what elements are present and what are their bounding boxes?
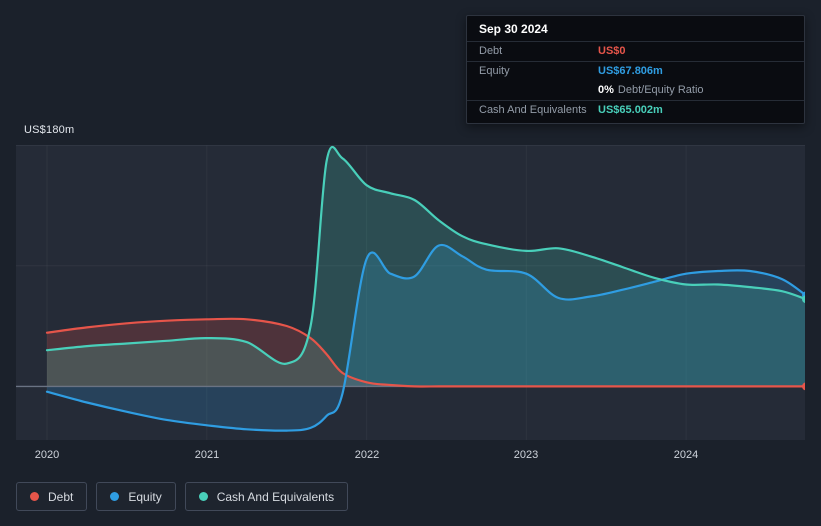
legend-item-cash[interactable]: Cash And Equivalents xyxy=(184,482,349,511)
legend: Debt Equity Cash And Equivalents xyxy=(16,482,349,511)
tooltip: Sep 30 2024 Debt US$0 Equity US$67.806m … xyxy=(466,15,805,124)
cash-area xyxy=(47,146,805,387)
x-axis-label-2020: 2020 xyxy=(34,449,60,461)
tooltip-debt-label: Debt xyxy=(479,45,503,57)
legend-item-equity[interactable]: Equity xyxy=(96,482,176,511)
legend-label-cash: Cash And Equivalents xyxy=(216,489,335,504)
x-axis-label-2023: 2023 xyxy=(513,449,539,461)
y-axis-label-180m: US$180m xyxy=(24,124,75,136)
legend-item-debt[interactable]: Debt xyxy=(16,482,88,511)
debt-line xyxy=(45,317,805,388)
equity-line xyxy=(45,243,805,432)
tooltip-ratio-label: Debt/Equity Ratio xyxy=(617,84,704,96)
debt-end-marker xyxy=(802,382,805,391)
x-axis: 2020 2021 2022 2023 2024 xyxy=(16,449,805,463)
tooltip-row-debt: Debt US$0 xyxy=(467,42,804,61)
tooltip-debt-value: US$0 xyxy=(598,45,626,57)
tooltip-row-equity: Equity US$67.806m xyxy=(467,61,804,81)
equity-area xyxy=(47,244,805,431)
cash-series-dot xyxy=(198,492,208,501)
chart-canvas xyxy=(16,145,805,440)
tooltip-row-ratio: 0% Debt/Equity Ratio xyxy=(467,81,804,100)
cash-line xyxy=(45,145,805,365)
plot-area[interactable] xyxy=(16,145,805,440)
x-axis-label-2021: 2021 xyxy=(194,449,220,461)
tooltip-cash-value: US$65.002m xyxy=(598,104,663,116)
tooltip-date: Sep 30 2024 xyxy=(467,16,804,42)
tooltip-ratio: 0% Debt/Equity Ratio xyxy=(598,83,792,98)
x-axis-label-2024: 2024 xyxy=(673,449,699,461)
debt-series-dot xyxy=(30,492,39,501)
tooltip-ratio-value: 0% xyxy=(598,84,614,96)
tooltip-row-cash: Cash And Equivalents US$65.002m xyxy=(467,100,804,120)
tooltip-cash-label: Cash And Equivalents xyxy=(479,104,587,116)
cash-end-marker xyxy=(802,295,805,304)
equity-series-dot xyxy=(110,492,120,501)
legend-label-equity: Equity xyxy=(128,489,162,504)
debt-area xyxy=(47,318,805,387)
tooltip-equity-label: Equity xyxy=(479,65,510,77)
x-axis-label-2022: 2022 xyxy=(354,449,380,461)
legend-label-debt: Debt xyxy=(48,489,74,504)
tooltip-equity-value: US$67.806m xyxy=(598,65,663,77)
